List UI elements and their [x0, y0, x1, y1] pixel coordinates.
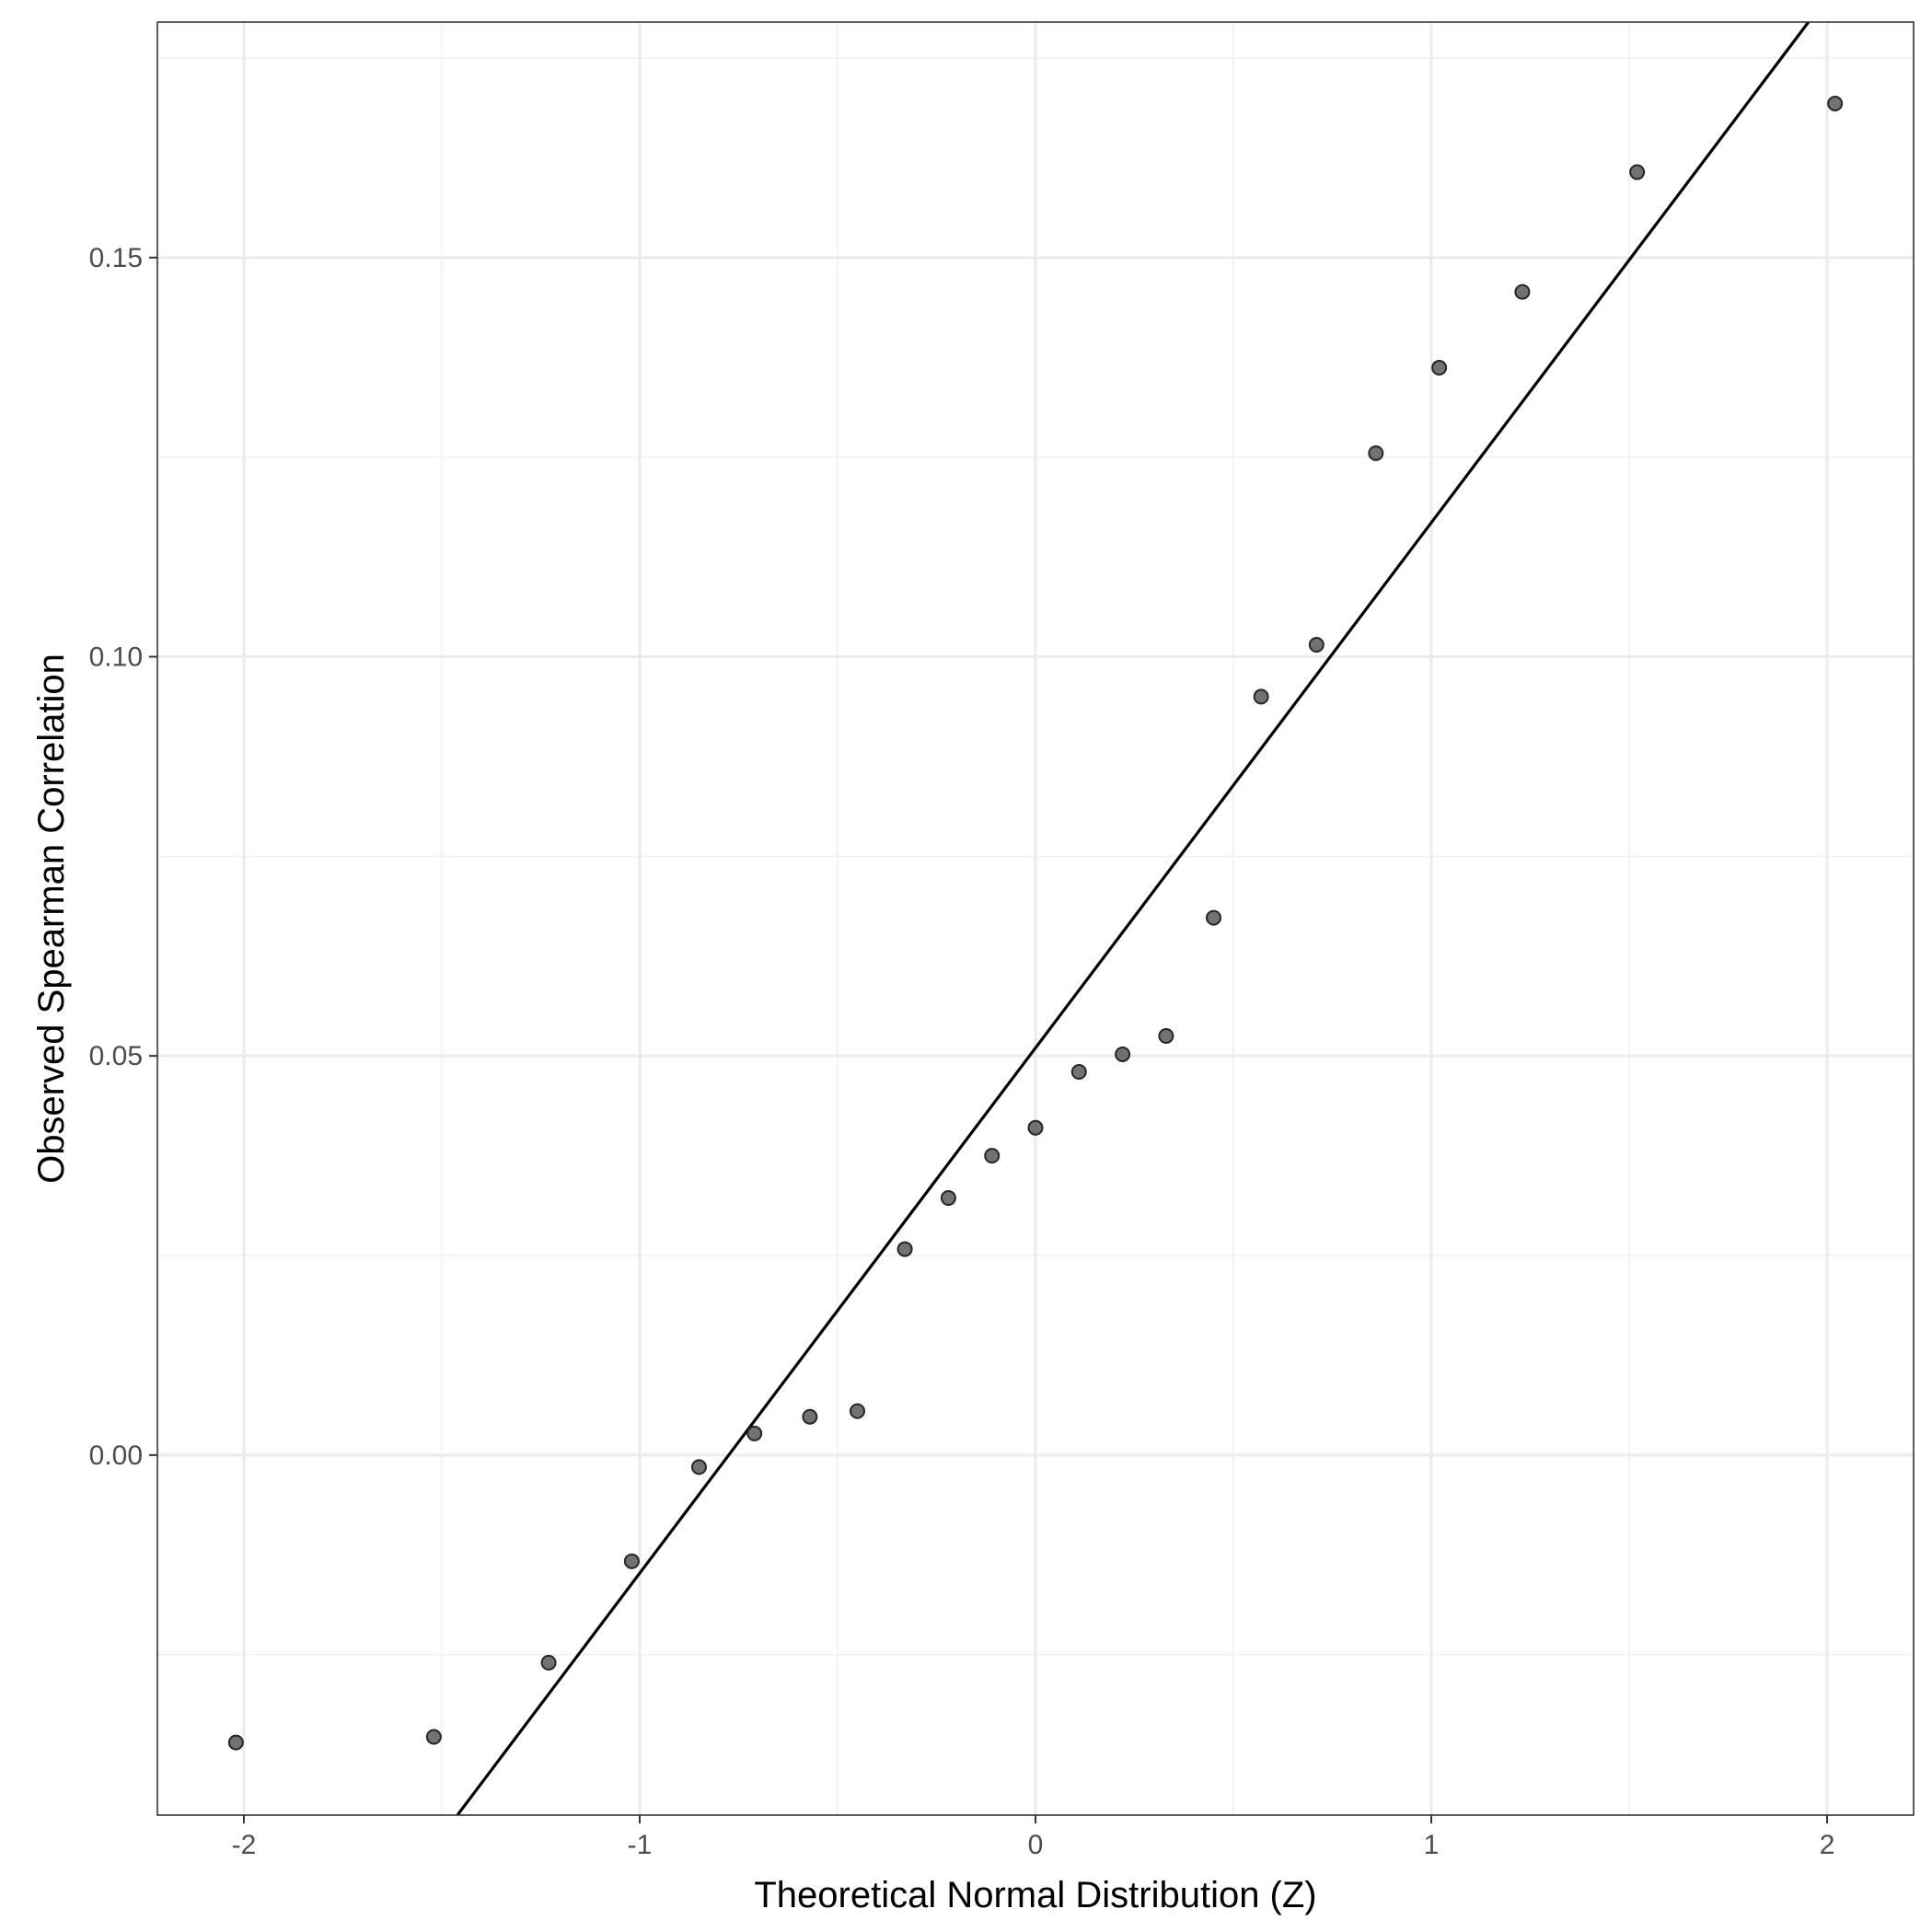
data-point — [1827, 95, 1844, 111]
data-point — [849, 1403, 865, 1419]
y-tick-label: 0.10 — [89, 642, 143, 673]
data-point — [1206, 909, 1222, 926]
data-point — [802, 1408, 818, 1425]
x-tick-label: -1 — [628, 1830, 653, 1860]
data-point — [1027, 1119, 1044, 1136]
data-point — [1368, 445, 1384, 461]
data-point — [425, 1729, 442, 1745]
y-tick-label: 0.05 — [89, 1041, 143, 1071]
data-point — [1158, 1027, 1174, 1044]
x-tick-label: -2 — [232, 1830, 257, 1860]
x-tick-label: 0 — [1028, 1830, 1044, 1860]
major-gridlines — [157, 22, 1914, 1815]
data-point — [690, 1459, 707, 1475]
data-point — [1629, 164, 1646, 180]
data-point — [623, 1553, 640, 1569]
y-axis-ticks: 0.00 0.05 0.10 0.15 — [89, 243, 157, 1471]
data-point — [897, 1241, 913, 1257]
data-point — [1253, 688, 1269, 705]
data-point — [1070, 1064, 1087, 1081]
data-point — [1431, 360, 1448, 376]
reference-line-layer — [456, 21, 1811, 1816]
y-tick-label: 0.00 — [89, 1440, 143, 1471]
x-axis-ticks: -2 -1 0 1 2 — [232, 1815, 1835, 1860]
reference-line — [456, 21, 1811, 1816]
data-point — [746, 1425, 763, 1441]
data-point — [1514, 283, 1531, 300]
y-tick-label: 0.15 — [89, 243, 143, 273]
x-tick-label: 1 — [1424, 1830, 1440, 1860]
data-point — [227, 1734, 244, 1751]
data-point — [540, 1654, 557, 1671]
data-points — [227, 95, 1844, 1751]
x-tick-label: 2 — [1820, 1830, 1835, 1860]
y-axis-title: Observed Spearman Correlation — [31, 654, 72, 1184]
data-point — [1308, 637, 1325, 654]
data-point — [1115, 1046, 1131, 1062]
x-axis-title: Theoretical Normal Distribution (Z) — [754, 1875, 1316, 1915]
data-point — [940, 1190, 956, 1207]
data-point — [984, 1148, 1001, 1164]
